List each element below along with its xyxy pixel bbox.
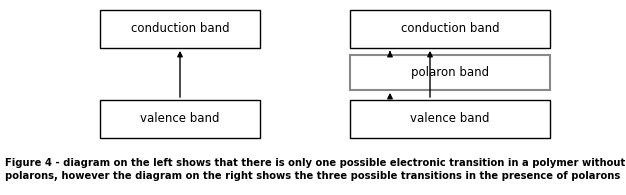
Text: polaron band: polaron band bbox=[411, 66, 489, 79]
Bar bbox=[350, 10, 550, 48]
Bar bbox=[100, 100, 260, 138]
Bar bbox=[350, 100, 550, 138]
Text: valence band: valence band bbox=[410, 113, 490, 126]
Text: Figure 4 - diagram on the left shows that there is only one possible electronic : Figure 4 - diagram on the left shows tha… bbox=[5, 158, 625, 168]
Text: polarons, however the diagram on the right shows the three possible transitions : polarons, however the diagram on the rig… bbox=[5, 171, 620, 181]
Text: valence band: valence band bbox=[140, 113, 220, 126]
Bar bbox=[100, 10, 260, 48]
Text: conduction band: conduction band bbox=[401, 22, 500, 35]
Bar bbox=[350, 55, 550, 90]
Text: conduction band: conduction band bbox=[131, 22, 229, 35]
